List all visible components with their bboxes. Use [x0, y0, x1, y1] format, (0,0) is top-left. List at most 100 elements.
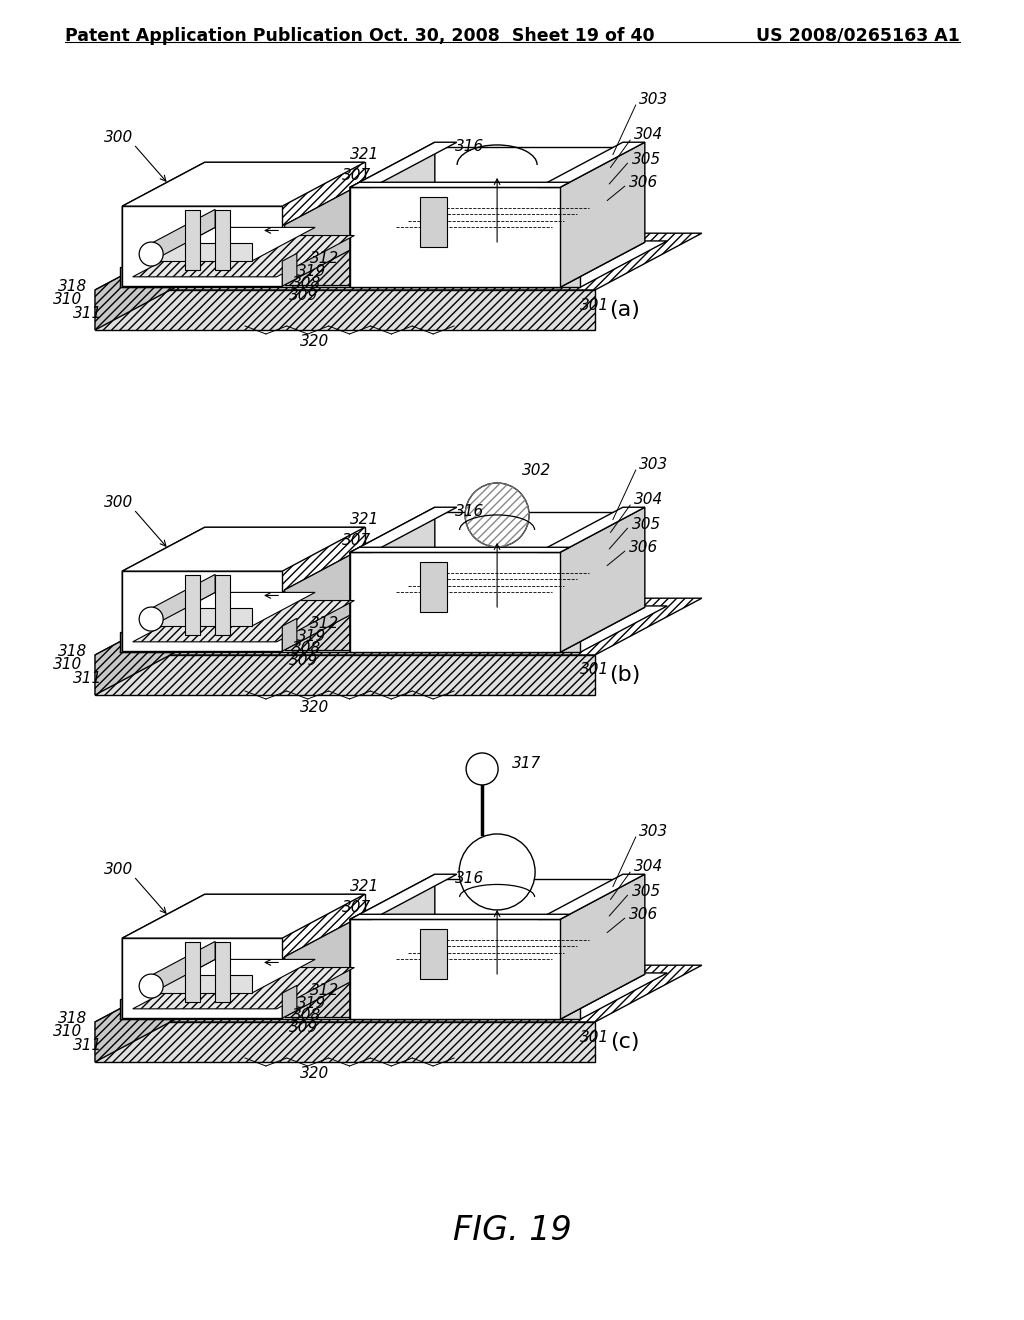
Polygon shape [285, 183, 362, 285]
Polygon shape [122, 162, 205, 286]
Polygon shape [538, 243, 645, 288]
Text: 319: 319 [297, 264, 327, 279]
Text: 308: 308 [292, 276, 322, 290]
Polygon shape [285, 549, 432, 590]
Polygon shape [120, 999, 580, 1019]
Polygon shape [122, 527, 205, 651]
Polygon shape [133, 968, 354, 1008]
Polygon shape [560, 507, 645, 652]
Polygon shape [285, 916, 432, 957]
Polygon shape [95, 234, 701, 290]
Polygon shape [152, 941, 215, 993]
Polygon shape [95, 1022, 595, 1063]
Text: 320: 320 [300, 334, 330, 350]
Polygon shape [122, 894, 365, 939]
Polygon shape [152, 609, 252, 626]
Text: 310: 310 [53, 1023, 82, 1039]
Polygon shape [425, 512, 635, 612]
Polygon shape [283, 253, 297, 286]
Polygon shape [425, 879, 635, 979]
Text: 318: 318 [58, 644, 87, 659]
Polygon shape [285, 224, 354, 285]
Polygon shape [285, 590, 354, 649]
Circle shape [139, 607, 163, 631]
Text: 305: 305 [632, 883, 662, 899]
Polygon shape [184, 942, 200, 1002]
Text: 305: 305 [632, 516, 662, 532]
Text: 306: 306 [630, 907, 658, 921]
Text: 300: 300 [104, 129, 133, 145]
Polygon shape [95, 290, 595, 330]
Polygon shape [350, 507, 435, 652]
Polygon shape [120, 242, 668, 288]
Polygon shape [350, 143, 457, 187]
Polygon shape [283, 986, 297, 1018]
Text: 301: 301 [580, 663, 609, 677]
Text: 303: 303 [639, 92, 669, 107]
Polygon shape [152, 210, 215, 261]
Text: (c): (c) [610, 1032, 640, 1052]
Text: 304: 304 [634, 859, 664, 874]
Polygon shape [538, 507, 645, 552]
Polygon shape [350, 915, 569, 920]
Polygon shape [95, 598, 701, 655]
Text: 317: 317 [512, 756, 542, 771]
Polygon shape [122, 894, 205, 1018]
Polygon shape [120, 632, 580, 652]
Polygon shape [152, 975, 252, 993]
Polygon shape [122, 527, 365, 572]
Text: 320: 320 [300, 700, 330, 714]
Polygon shape [350, 874, 435, 1019]
Polygon shape [215, 574, 229, 635]
Text: 310: 310 [53, 656, 82, 672]
Text: 309: 309 [289, 288, 318, 302]
Polygon shape [285, 183, 432, 224]
Circle shape [466, 752, 498, 785]
Text: 316: 316 [455, 871, 484, 886]
Polygon shape [285, 957, 354, 1016]
Text: 300: 300 [104, 495, 133, 510]
Text: 311: 311 [73, 671, 102, 685]
Text: 311: 311 [73, 306, 102, 321]
Text: 302: 302 [522, 463, 552, 478]
Text: 306: 306 [630, 540, 658, 554]
Text: 312: 312 [310, 251, 339, 267]
Text: 307: 307 [342, 533, 371, 548]
Text: US 2008/0265163 A1: US 2008/0265163 A1 [756, 26, 961, 45]
Text: 303: 303 [639, 824, 669, 840]
Text: 303: 303 [639, 457, 669, 471]
Polygon shape [420, 562, 447, 612]
Polygon shape [205, 527, 365, 607]
Text: Oct. 30, 2008  Sheet 19 of 40: Oct. 30, 2008 Sheet 19 of 40 [370, 26, 654, 45]
Polygon shape [95, 965, 202, 1063]
Text: 312: 312 [310, 616, 339, 631]
Polygon shape [285, 549, 362, 649]
Polygon shape [350, 143, 435, 288]
Circle shape [139, 974, 163, 998]
Text: Patent Application Publication: Patent Application Publication [65, 26, 362, 45]
Polygon shape [420, 929, 447, 979]
Text: 311: 311 [73, 1038, 102, 1052]
Polygon shape [95, 234, 202, 330]
Polygon shape [184, 574, 200, 635]
Polygon shape [425, 148, 635, 247]
Polygon shape [560, 874, 645, 1019]
Text: 309: 309 [289, 653, 318, 668]
Text: 305: 305 [632, 152, 662, 166]
Text: 316: 316 [455, 139, 484, 153]
Polygon shape [95, 598, 202, 696]
Polygon shape [215, 942, 229, 1002]
Text: FIG. 19: FIG. 19 [453, 1213, 571, 1246]
Text: 304: 304 [634, 127, 664, 143]
Polygon shape [95, 965, 701, 1022]
Polygon shape [122, 162, 365, 206]
Polygon shape [184, 210, 200, 269]
Polygon shape [283, 618, 297, 651]
Text: 319: 319 [297, 628, 327, 644]
Polygon shape [122, 572, 283, 651]
Polygon shape [205, 162, 365, 243]
Polygon shape [133, 235, 354, 277]
Polygon shape [152, 960, 315, 993]
Polygon shape [538, 974, 645, 1019]
Polygon shape [560, 143, 645, 288]
